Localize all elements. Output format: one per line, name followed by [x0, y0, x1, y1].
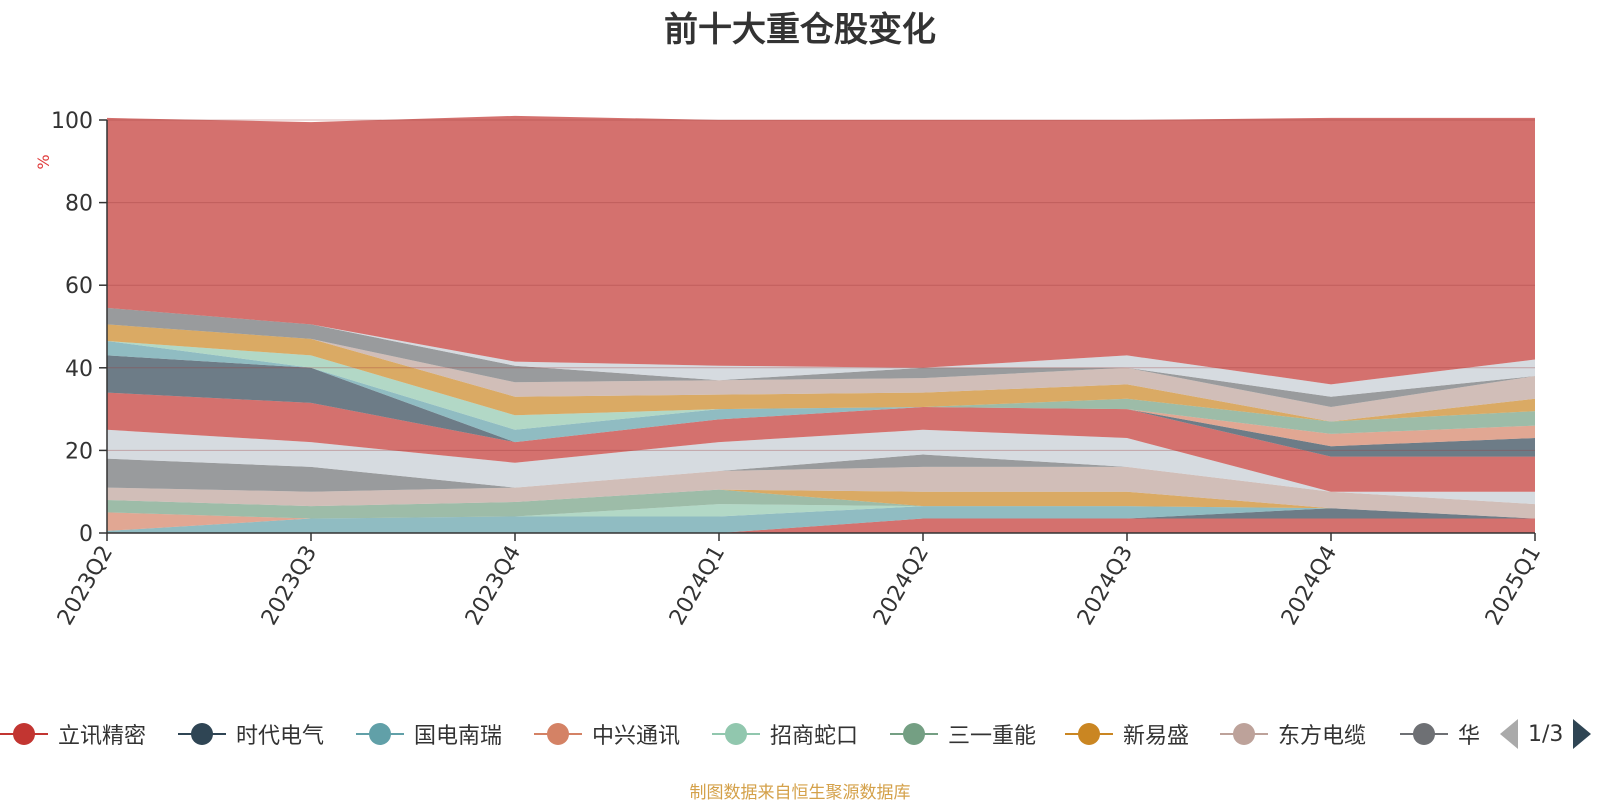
legend-pager: 1/3 [1500, 716, 1592, 752]
area-series-17 [107, 324, 1535, 422]
y-tick-label: 0 [79, 522, 93, 547]
area-series-5 [107, 489, 1535, 519]
y-tick-label: 40 [65, 357, 93, 382]
legend-marker-icon [178, 721, 226, 747]
y-tick-label: 60 [65, 274, 93, 299]
legend-items: 立讯精密 时代电气 国电南瑞 中兴通讯 招商蛇口 三一重能 新易盛 东方电缆 华 [0, 712, 1488, 756]
area-series-7 [107, 466, 1535, 519]
area-series-2 [107, 506, 1535, 533]
area-series-10 [107, 392, 1535, 492]
legend-label: 时代电气 [236, 724, 325, 749]
legend-label: 三一重能 [948, 724, 1037, 749]
legend-label: 中兴通讯 [592, 724, 681, 749]
legend-item[interactable]: 立讯精密 [0, 712, 146, 756]
legend-item[interactable]: 三一重能 [890, 712, 1036, 756]
gridlines [107, 119, 1535, 451]
x-tick-label: 2024Q3 [1073, 542, 1138, 630]
legend-label: 东方电缆 [1278, 724, 1367, 749]
legend-page-indicator: 1/3 [1528, 721, 1564, 747]
area-series-9 [107, 429, 1535, 505]
legend-item[interactable]: 时代电气 [178, 712, 324, 756]
legend-label: 国电南瑞 [414, 724, 503, 749]
area-series-0 [107, 518, 1535, 533]
legend-label: 华 [1458, 724, 1481, 749]
legend-marker-icon [534, 721, 582, 747]
x-tick-label: 2025Q1 [1481, 542, 1546, 630]
area-series-8 [107, 454, 1535, 505]
y-tick-label: 80 [65, 192, 93, 217]
legend-label: 招商蛇口 [770, 724, 859, 749]
legend: 立讯精密 时代电气 国电南瑞 中兴通讯 招商蛇口 三一重能 新易盛 东方电缆 华 [0, 712, 1600, 756]
legend-marker-icon [890, 721, 938, 747]
x-tick-label: 2024Q4 [1277, 542, 1342, 630]
legend-label: 立讯精密 [58, 724, 147, 749]
area-series-16 [107, 324, 1535, 422]
area-series-group [107, 115, 1535, 533]
legend-item[interactable]: 华 [1400, 712, 1480, 756]
chart-title: 前十大重仓股变化 [664, 10, 936, 50]
y-tick-label: 100 [51, 109, 93, 134]
legend-next-page-icon[interactable] [1573, 719, 1592, 749]
area-series-20 [107, 115, 1535, 385]
legend-prev-page-icon[interactable] [1500, 719, 1518, 749]
source-note: 制图数据来自恒生聚源数据库 [689, 783, 911, 803]
legend-item[interactable]: 中兴通讯 [534, 712, 680, 756]
area-series-6 [107, 489, 1535, 519]
legend-item[interactable]: 招商蛇口 [712, 712, 858, 756]
legend-marker-icon [712, 721, 760, 747]
area-series-12 [107, 340, 1535, 447]
y-axis-label: % [34, 154, 53, 169]
x-tick-label: 2024Q2 [869, 542, 934, 630]
legend-marker-icon [1065, 721, 1113, 747]
x-tick-label: 2023Q2 [53, 542, 118, 630]
legend-marker-icon [356, 721, 404, 747]
area-series-13 [107, 340, 1535, 447]
legend-label: 新易盛 [1123, 724, 1190, 749]
legend-marker-icon [0, 721, 48, 747]
area-series-19 [107, 307, 1535, 397]
legend-item[interactable]: 东方电缆 [1220, 712, 1366, 756]
x-tick-label: 2023Q4 [461, 542, 526, 630]
y-tick-label: 20 [65, 439, 93, 464]
legend-item[interactable]: 新易盛 [1065, 712, 1189, 756]
area-series-18 [107, 307, 1535, 408]
x-tick-label: 2023Q3 [257, 542, 322, 630]
x-tick-label: 2024Q1 [665, 542, 730, 630]
area-series-4 [107, 504, 1535, 519]
legend-marker-icon [1400, 721, 1448, 747]
area-series-14 [107, 340, 1535, 434]
area-series-11 [107, 355, 1535, 457]
legend-marker-icon [1220, 721, 1268, 747]
legend-item[interactable]: 国电南瑞 [356, 712, 502, 756]
area-series-15 [107, 340, 1535, 434]
